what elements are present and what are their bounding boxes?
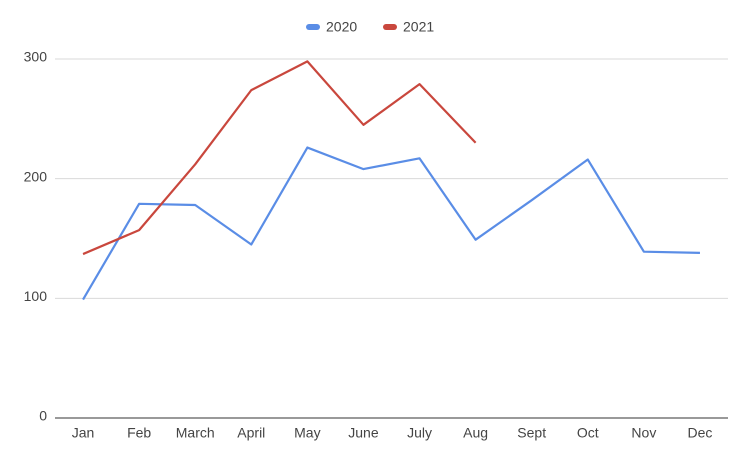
legend-label: 2021 (403, 19, 434, 35)
x-tick-label: Jan (72, 425, 95, 441)
x-tick-label: Feb (127, 425, 151, 441)
x-tick-label: July (407, 425, 432, 441)
x-tick-label: June (348, 425, 379, 441)
x-tick-label: Nov (631, 425, 656, 441)
x-tick-label: May (294, 425, 320, 441)
x-tick-label: Dec (688, 425, 713, 441)
legend-swatch (306, 24, 320, 30)
x-tick-label: Oct (577, 425, 599, 441)
legend-label: 2020 (326, 19, 357, 35)
x-tick-label: March (176, 425, 215, 441)
y-tick-label: 200 (24, 168, 48, 184)
x-tick-label: Sept (517, 425, 546, 441)
series-line (82, 60, 477, 256)
y-tick-label: 300 (24, 49, 48, 65)
y-tick-label: 100 (24, 288, 48, 304)
series-line (82, 146, 700, 301)
legend-swatch (383, 24, 397, 30)
x-tick-label: April (237, 425, 265, 441)
x-tick-label: Aug (463, 425, 488, 441)
y-tick-label: 0 (39, 408, 47, 424)
